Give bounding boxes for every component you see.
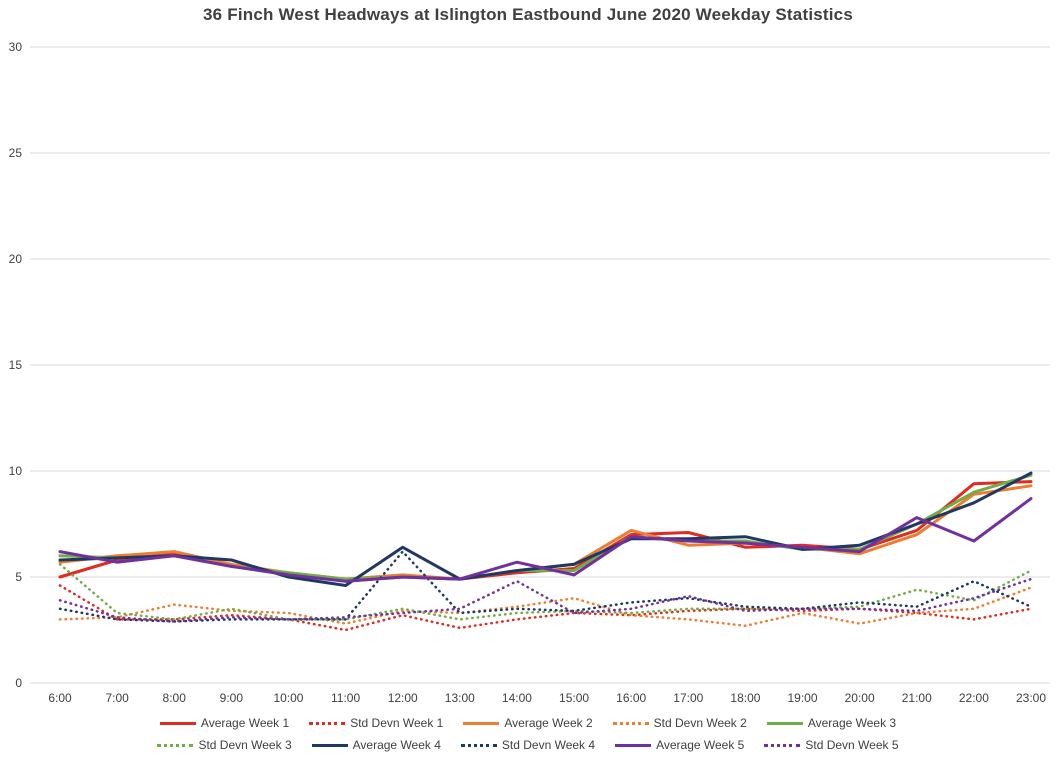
legend-swatch-solid bbox=[615, 743, 652, 747]
series-line-std-devn-week-2 bbox=[58, 586, 1033, 628]
x-tick-label: 7:00 bbox=[105, 691, 129, 705]
x-tick-label: 13:00 bbox=[445, 691, 475, 705]
x-tick-label: 21:00 bbox=[902, 691, 932, 705]
legend-swatch-dotted bbox=[764, 743, 801, 747]
x-tick-label: 23:00 bbox=[1016, 691, 1046, 705]
legend-label: Average Week 2 bbox=[504, 716, 593, 730]
legend-swatch-dotted bbox=[612, 721, 649, 725]
series-line-average-week-5 bbox=[58, 497, 1033, 583]
legend-item-std-devn-week-5: Std Devn Week 5 bbox=[764, 738, 899, 752]
legend-item-average-week-4: Average Week 4 bbox=[311, 738, 441, 752]
y-tick-label: 5 bbox=[15, 570, 22, 584]
legend-swatch-solid bbox=[311, 743, 348, 747]
x-tick-label: 16:00 bbox=[616, 691, 646, 705]
series-line-std-devn-week-1 bbox=[58, 584, 1033, 632]
x-tick-label: 19:00 bbox=[788, 691, 818, 705]
legend-item-std-devn-week-4: Std Devn Week 4 bbox=[460, 738, 596, 752]
legend-swatch-solid bbox=[159, 721, 196, 725]
x-tick-label: 22:00 bbox=[959, 691, 989, 705]
legend-label: Average Week 4 bbox=[352, 738, 441, 752]
y-tick-label: 30 bbox=[9, 40, 23, 54]
x-tick-label: 18:00 bbox=[730, 691, 760, 705]
y-tick-label: 0 bbox=[15, 676, 22, 690]
legend-swatch-dotted bbox=[157, 743, 194, 747]
legend-swatch-dotted bbox=[309, 721, 346, 725]
x-tick-label: 8:00 bbox=[163, 691, 187, 705]
legend-label: Std Devn Week 3 bbox=[198, 738, 292, 752]
x-tick-label: 9:00 bbox=[220, 691, 244, 705]
x-tick-label: 14:00 bbox=[502, 691, 532, 705]
legend-item-std-devn-week-2: Std Devn Week 2 bbox=[612, 716, 747, 730]
chart-title: 36 Finch West Headways at Islington East… bbox=[203, 5, 853, 24]
series-line-average-week-2 bbox=[58, 484, 1033, 581]
legend-item-average-week-3: Average Week 3 bbox=[766, 716, 897, 730]
y-tick-label: 25 bbox=[9, 146, 23, 160]
y-tick-label: 10 bbox=[9, 464, 23, 478]
legend-swatch-dotted bbox=[460, 743, 497, 747]
x-tick-label: 17:00 bbox=[673, 691, 703, 705]
legend-item-average-week-1: Average Week 1 bbox=[159, 716, 290, 730]
series-line-std-devn-week-3 bbox=[58, 563, 1033, 621]
x-tick-label: 10:00 bbox=[273, 691, 303, 705]
legend-item-std-devn-week-1: Std Devn Week 1 bbox=[309, 716, 443, 730]
chart-legend: Average Week 1 Std Devn Week 1 Average Wee… bbox=[0, 716, 1056, 752]
x-tick-label: 12:00 bbox=[388, 691, 418, 705]
x-tick-label: 15:00 bbox=[559, 691, 589, 705]
series-line-std-devn-week-4 bbox=[58, 550, 1033, 623]
x-tick-label: 20:00 bbox=[845, 691, 875, 705]
legend-label: Std Devn Week 1 bbox=[350, 716, 444, 730]
x-tick-label: 6:00 bbox=[48, 691, 72, 705]
x-tick-label: 11:00 bbox=[331, 691, 360, 705]
legend-label: Std Devn Week 4 bbox=[501, 738, 596, 752]
y-tick-label: 20 bbox=[9, 252, 23, 266]
legend-item-average-week-5: Average Week 5 bbox=[615, 738, 744, 752]
legend-label: Average Week 3 bbox=[807, 716, 897, 730]
legend-label: Average Week 1 bbox=[200, 716, 290, 730]
legend-row-1: Average Week 1 Std Devn Week 1 Average Wee… bbox=[159, 716, 897, 730]
legend-swatch-solid bbox=[766, 721, 803, 725]
legend-item-std-devn-week-3: Std Devn Week 3 bbox=[157, 738, 292, 752]
series-line-std-devn-week-5 bbox=[58, 577, 1033, 623]
y-tick-label: 15 bbox=[9, 358, 23, 372]
legend-row-2: Std Devn Week 3 Average Week 4 Std Devn We… bbox=[157, 738, 899, 752]
legend-swatch-solid bbox=[463, 721, 500, 725]
legend-label: Average Week 5 bbox=[656, 738, 745, 752]
legend-item-average-week-2: Average Week 2 bbox=[463, 716, 593, 730]
series-line-average-week-3 bbox=[58, 473, 1033, 581]
legend-label: Std Devn Week 2 bbox=[653, 716, 747, 730]
legend-label: Std Devn Week 5 bbox=[805, 738, 899, 752]
